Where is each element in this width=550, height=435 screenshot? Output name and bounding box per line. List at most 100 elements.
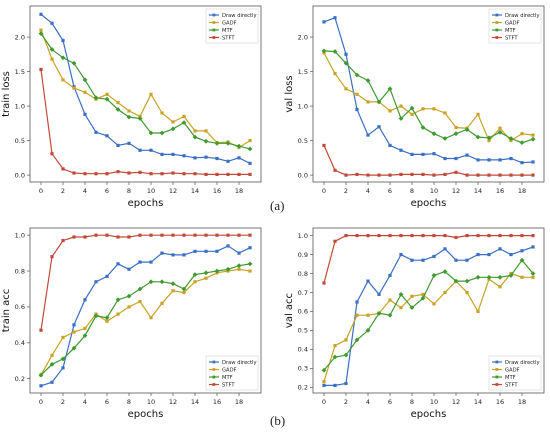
y-tick-label: 0.5: [298, 137, 308, 145]
data-point-mtf: [376, 99, 382, 105]
y-tick-label: 1.0: [298, 102, 308, 110]
data-point-draw-directly: [388, 143, 392, 148]
data-point-stft: [149, 233, 153, 237]
data-point-stft: [94, 172, 98, 176]
data-point-stft: [344, 173, 348, 177]
data-point-mtf: [192, 272, 198, 278]
x-axis-label: epochs: [411, 409, 447, 420]
data-point-mtf: [365, 328, 371, 333]
legend-label: STFT: [505, 36, 518, 42]
legend-marker: [212, 28, 216, 32]
series-line-stft: [40, 234, 250, 331]
legend-label: MTF: [505, 375, 516, 381]
data-point-draw-directly: [487, 252, 491, 257]
data-point-stft: [116, 235, 120, 239]
data-point-draw-directly: [171, 152, 175, 156]
data-point-draw-directly: [39, 12, 43, 16]
x-tick-label: 2: [61, 398, 65, 406]
data-point-draw-directly: [182, 154, 186, 158]
series-line-stft: [323, 145, 533, 176]
data-point-draw-directly: [193, 249, 197, 253]
data-point-stft: [322, 281, 326, 285]
x-tick-label: 2: [344, 187, 348, 195]
data-point-mtf: [159, 130, 165, 136]
data-point-stft: [454, 235, 458, 240]
x-tick-label: 4: [366, 398, 370, 406]
y-tick-label: 0.8: [298, 270, 308, 278]
legend-label: Draw directly: [222, 13, 257, 19]
data-point-mtf: [203, 270, 209, 276]
data-point-stft: [61, 167, 65, 171]
data-point-draw-directly: [127, 141, 131, 145]
x-tick-label: 12: [452, 398, 460, 406]
y-tick-label: 0.0: [15, 171, 25, 179]
data-point-draw-directly: [454, 258, 458, 262]
y-tick-label: 1.0: [15, 102, 25, 110]
data-point-mtf: [181, 120, 187, 126]
data-point-draw-directly: [388, 273, 392, 278]
data-point-draw-directly: [531, 160, 535, 164]
data-point-mtf: [82, 333, 88, 339]
data-point-draw-directly: [215, 249, 219, 253]
data-point-gadf: [193, 280, 197, 284]
data-point-gadf: [83, 90, 87, 94]
data-point-gadf: [465, 290, 469, 295]
x-tick-label: 8: [127, 398, 131, 406]
data-point-gadf: [322, 380, 326, 384]
data-point-mtf: [49, 361, 55, 367]
data-point-stft: [476, 173, 480, 177]
data-point-mtf: [170, 126, 176, 132]
data-point-stft: [237, 233, 241, 237]
x-tick-label: 0: [39, 398, 43, 406]
x-tick-label: 4: [83, 187, 87, 195]
data-point-draw-directly: [61, 38, 65, 43]
data-point-gadf: [410, 294, 414, 298]
legend-marker: [212, 21, 216, 24]
x-tick-label: 12: [169, 187, 177, 195]
data-point-draw-directly: [127, 267, 131, 271]
data-point-draw-directly: [432, 152, 436, 156]
legend-label: Draw directly: [505, 360, 540, 366]
y-tick-label: 2.0: [15, 33, 25, 41]
data-point-mtf: [475, 274, 481, 280]
y-tick-label: 0.7: [298, 289, 308, 297]
data-point-gadf: [61, 78, 65, 82]
data-point-stft: [421, 172, 425, 177]
data-point-stft: [443, 233, 447, 238]
y-tick-label: 1.5: [15, 68, 25, 76]
legend-label: GADF: [222, 21, 237, 27]
data-point-stft: [127, 171, 131, 175]
data-point-stft: [138, 233, 142, 237]
y-tick-label: 0.2: [15, 375, 25, 383]
data-point-draw-directly: [83, 298, 87, 302]
data-point-gadf: [476, 309, 480, 314]
data-point-gadf: [204, 129, 208, 133]
data-point-draw-directly: [520, 161, 524, 165]
y-tick-label: 1.0: [298, 232, 308, 240]
legend-label: MTF: [505, 28, 516, 34]
x-axis-label: epochs: [128, 409, 164, 420]
x-tick-label: 2: [344, 398, 348, 406]
data-point-mtf: [93, 313, 99, 319]
data-point-draw-directly: [520, 249, 524, 253]
y-axis-label: val acc: [284, 293, 295, 328]
data-point-mtf: [321, 367, 327, 373]
data-point-mtf: [530, 271, 536, 276]
data-point-stft: [105, 233, 109, 237]
data-point-gadf: [72, 330, 76, 334]
data-point-mtf: [354, 72, 360, 78]
data-point-mtf: [376, 310, 382, 316]
x-tick-label: 18: [518, 398, 526, 406]
data-point-mtf: [431, 131, 437, 137]
data-point-gadf: [248, 138, 252, 143]
data-point-draw-directly: [498, 247, 502, 251]
legend-label: STFT: [222, 36, 235, 42]
data-point-stft: [215, 172, 219, 177]
data-point-stft: [50, 255, 54, 259]
data-point-draw-directly: [509, 252, 513, 257]
data-point-gadf: [366, 313, 370, 317]
series-line-mtf: [323, 50, 534, 144]
x-tick-label: 16: [496, 187, 504, 195]
data-point-stft: [215, 233, 219, 237]
data-point-mtf: [365, 78, 371, 83]
